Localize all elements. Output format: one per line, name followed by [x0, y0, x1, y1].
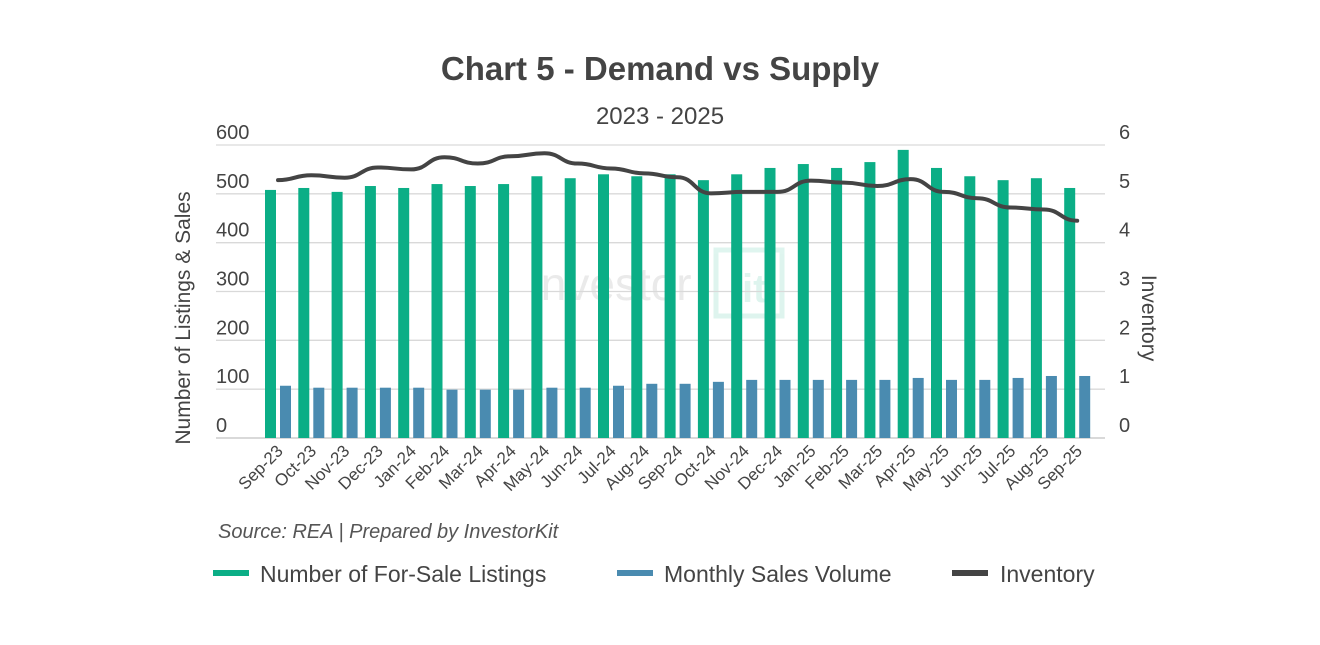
watermark-k-box — [713, 247, 785, 319]
y2-tick-label: 1 — [1119, 366, 1130, 388]
listings-bar — [931, 167, 942, 438]
y-tick-label: 500 — [216, 171, 249, 193]
listings-bar — [664, 174, 676, 439]
listings-bar — [1030, 178, 1042, 438]
listings-bar — [831, 167, 843, 438]
sales-bar — [912, 377, 924, 438]
sales-bar — [313, 387, 325, 438]
legend-swatch-inventory — [952, 570, 988, 576]
sales-bar — [646, 383, 658, 438]
y-tick-label: 200 — [216, 317, 249, 339]
sales-bar — [1079, 375, 1091, 438]
chart-title: Chart 5 - Demand vs Supply — [441, 50, 880, 87]
sales-bar — [579, 387, 591, 438]
listings-bar — [265, 189, 276, 438]
watermark-k-text: it — [742, 267, 766, 311]
sales-bar — [879, 379, 891, 438]
listings-bar — [464, 186, 476, 438]
sales-bar — [479, 389, 491, 438]
sales-bar — [446, 389, 458, 438]
sales-bar — [812, 379, 824, 438]
listings-bar — [398, 187, 410, 438]
sales-bar — [379, 387, 391, 438]
listings-bar — [564, 178, 576, 438]
y-tick-label: 600 — [216, 122, 249, 144]
sales-bar — [546, 387, 558, 438]
listings-bar — [631, 176, 643, 438]
listings-bar — [764, 167, 776, 438]
listings-bar — [697, 180, 709, 438]
y2-tick-label: 0 — [1119, 415, 1130, 437]
legend-label-sales: Monthly Sales Volume — [664, 561, 892, 587]
chart-subtitle: 2023 - 2025 — [596, 103, 724, 130]
listings-bar — [797, 164, 809, 439]
listings-bar — [897, 149, 909, 438]
listings-bar — [864, 162, 876, 438]
inventory-line — [276, 151, 1080, 223]
y2-tick-label: 4 — [1119, 220, 1130, 242]
sales-bar — [513, 389, 525, 438]
listings-bar — [598, 174, 609, 439]
sales-bar — [979, 379, 991, 438]
sales-bar — [1012, 377, 1024, 438]
listings-bar — [531, 176, 543, 438]
sales-bar — [846, 379, 858, 438]
y2-tick-label: 5 — [1119, 171, 1130, 193]
listings-bar — [997, 180, 1009, 438]
listings-bar — [364, 186, 376, 438]
sales-bar — [346, 387, 358, 438]
watermark-wordmark: Investor — [528, 258, 692, 310]
y-axis-title: Number of Listings & Sales — [172, 191, 195, 444]
y-tick-label: 400 — [216, 220, 249, 242]
legend: Number of For-Sale Listings Monthly Sale… — [213, 561, 1095, 587]
sales-bar — [712, 381, 724, 438]
source-note: Source: REA | Prepared by InvestorKit — [218, 521, 560, 543]
listings-bar — [964, 176, 976, 438]
sales-bar — [746, 379, 758, 438]
legend-label-inventory: Inventory — [1000, 561, 1095, 587]
sales-bar — [779, 379, 791, 438]
sales-bar — [280, 385, 291, 438]
listings-bar — [298, 187, 310, 438]
sales-bar — [413, 387, 425, 438]
sales-bar — [613, 385, 624, 438]
legend-swatch-listings — [213, 570, 249, 576]
legend-swatch-sales — [617, 570, 653, 576]
listings-bar — [431, 184, 443, 438]
sales-bar — [1045, 375, 1057, 438]
listings-bar — [731, 174, 743, 439]
legend-label-listings: Number of For-Sale Listings — [260, 561, 546, 587]
sales-bar — [946, 379, 957, 438]
listings-bar — [331, 191, 343, 438]
y-tick-label: 0 — [216, 415, 227, 437]
y2-axis-title: Inventory — [1137, 275, 1160, 362]
y2-tick-label: 6 — [1119, 122, 1130, 144]
investorkit-watermark: Investor it — [528, 247, 785, 319]
y2-tick-label: 3 — [1119, 269, 1130, 291]
sales-bar — [679, 383, 691, 438]
listings-bar — [498, 184, 510, 438]
listings-bar — [1064, 187, 1076, 438]
y-tick-label: 300 — [216, 269, 249, 291]
y-tick-label: 100 — [216, 366, 249, 388]
y2-tick-label: 2 — [1119, 317, 1130, 339]
